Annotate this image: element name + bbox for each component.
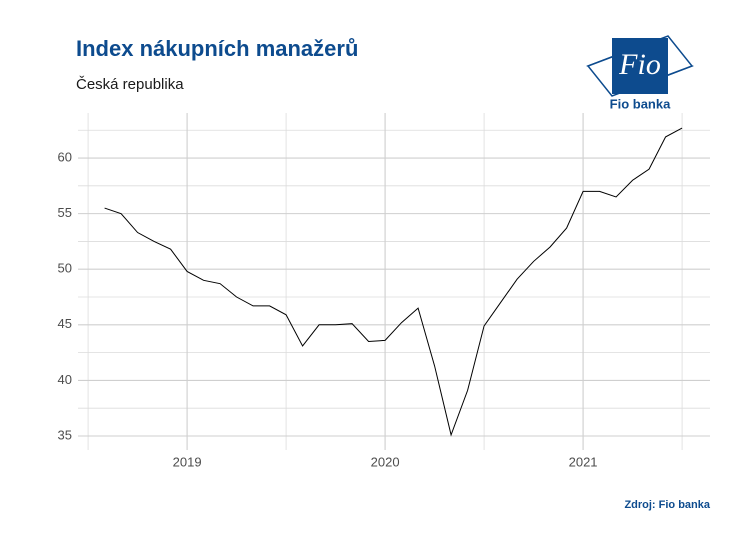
chart-title: Index nákupních manažerů xyxy=(76,36,358,61)
x-tick-label: 2020 xyxy=(371,454,400,469)
y-tick-label: 45 xyxy=(58,316,72,331)
y-tick-label: 55 xyxy=(58,205,72,220)
logo-name: Fio banka xyxy=(610,96,671,111)
logo-box xyxy=(612,38,668,94)
logo: Fio Fio banka xyxy=(586,35,694,111)
x-tick-label: 2021 xyxy=(569,454,598,469)
y-tick-label: 50 xyxy=(58,261,72,276)
y-tick-label: 60 xyxy=(58,149,72,164)
chart-subtitle: Česká republika xyxy=(76,76,184,93)
y-tick-label: 35 xyxy=(58,427,72,442)
line xyxy=(104,127,683,437)
y-tick-label: 40 xyxy=(58,372,72,387)
x-tick-label: 2019 xyxy=(173,454,202,469)
source: Zdroj: Fio banka xyxy=(624,499,710,511)
logo-mark: Fio xyxy=(618,48,661,81)
